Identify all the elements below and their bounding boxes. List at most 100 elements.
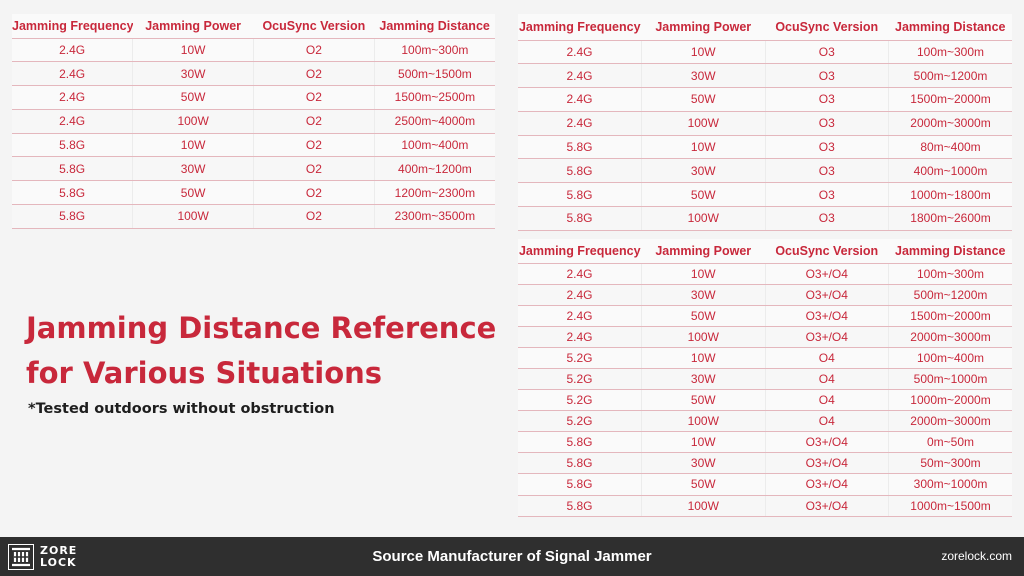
table-row: 5.8G 100W O3+/O4 1000m~1500m	[518, 495, 1012, 517]
table-row: 5.2G 10W O4 100m~400m	[518, 347, 1012, 369]
cell-jamming-distance: 100m~300m	[373, 38, 495, 63]
cell-jamming-frequency: 5.8G	[12, 156, 133, 182]
cell-jamming-power: 50W	[132, 85, 254, 110]
cell-jamming-power: 30W	[641, 452, 765, 475]
header-ocusync-version: OcuSync Version	[253, 14, 375, 39]
table-row: 5.8G 50W O3+/O4 300m~1000m	[518, 473, 1012, 496]
cell-jamming-distance: 80m~400m	[888, 135, 1012, 160]
table-o3: Jamming Frequency Jamming Power OcuSync …	[518, 14, 1012, 231]
header-jamming-power: Jamming Power	[641, 14, 765, 41]
cell-jamming-distance: 100m~400m	[888, 347, 1012, 369]
cell-jamming-power: 10W	[132, 133, 254, 158]
logo-line-1: ZORE	[40, 544, 78, 557]
logo-line-2: LOCK	[40, 556, 77, 569]
cell-ocusync-version: O3	[764, 182, 889, 208]
cell-ocusync-version: O2	[253, 133, 375, 158]
cell-jamming-frequency: 2.4G	[518, 305, 642, 327]
cell-jamming-power: 10W	[132, 38, 254, 63]
cell-jamming-power: 100W	[641, 206, 765, 231]
cell-ocusync-version: O2	[253, 85, 375, 110]
cell-jamming-distance: 2000m~3000m	[888, 410, 1012, 433]
table-row: 2.4G 10W O3+/O4 100m~300m	[518, 263, 1012, 285]
page-title: Jamming Distance Reference for Various S…	[26, 306, 496, 396]
cell-jamming-power: 50W	[641, 473, 765, 496]
cell-ocusync-version: O2	[253, 38, 375, 63]
footer-website-link[interactable]: zorelock.com	[941, 549, 1012, 563]
header-jamming-power: Jamming Power	[641, 239, 765, 264]
cell-jamming-power: 100W	[641, 495, 765, 517]
footer-title: Source Manufacturer of Signal Jammer	[372, 548, 652, 565]
table-header-row: Jamming Frequency Jamming Power OcuSync …	[518, 14, 1012, 41]
cell-jamming-power: 30W	[641, 284, 765, 306]
cell-jamming-distance: 1500m~2500m	[373, 85, 495, 110]
header-ocusync-version: OcuSync Version	[765, 239, 889, 264]
cell-jamming-frequency: 5.8G	[518, 182, 642, 208]
table-o4: Jamming Frequency Jamming Power OcuSync …	[518, 239, 1012, 517]
cell-jamming-distance: 300m~1000m	[888, 473, 1012, 496]
cell-ocusync-version: O3	[764, 63, 889, 89]
cell-jamming-frequency: 2.4G	[12, 61, 133, 87]
table-row: 5.8G 50W O2 1200m~2300m	[12, 180, 495, 206]
cell-ocusync-version: O4	[764, 410, 889, 433]
cell-ocusync-version: O3+/O4	[764, 495, 889, 517]
table-row: 2.4G 100W O3+/O4 2000m~3000m	[518, 326, 1012, 348]
cell-jamming-power: 100W	[641, 410, 765, 433]
cell-jamming-power: 10W	[641, 40, 765, 65]
cell-jamming-distance: 500m~1500m	[373, 61, 495, 87]
cell-jamming-distance: 100m~300m	[888, 263, 1012, 285]
table-row: 5.8G 10W O2 100m~400m	[12, 133, 495, 158]
cell-ocusync-version: O2	[253, 180, 375, 206]
cell-jamming-distance: 500m~1200m	[888, 63, 1012, 89]
cell-jamming-power: 30W	[641, 368, 765, 391]
table-row: 5.2G 100W O4 2000m~3000m	[518, 410, 1012, 433]
cell-jamming-frequency: 5.8G	[518, 452, 642, 475]
table-row: 5.8G 10W O3+/O4 0m~50m	[518, 431, 1012, 454]
cell-ocusync-version: O3+/O4	[764, 452, 889, 475]
cell-jamming-distance: 1800m~2600m	[888, 206, 1012, 231]
cell-jamming-power: 30W	[641, 158, 765, 184]
cell-ocusync-version: O3	[764, 206, 889, 231]
cell-jamming-frequency: 5.8G	[12, 133, 133, 158]
cell-jamming-frequency: 2.4G	[518, 326, 642, 348]
table-row: 2.4G 30W O2 500m~1500m	[12, 61, 495, 87]
cell-ocusync-version: O4	[764, 347, 889, 369]
cell-jamming-distance: 100m~300m	[888, 40, 1012, 65]
table-row: 5.8G 30W O2 400m~1200m	[12, 156, 495, 182]
cell-jamming-distance: 1000m~2000m	[888, 389, 1012, 412]
cell-ocusync-version: O3+/O4	[764, 284, 889, 306]
cell-ocusync-version: O3	[764, 111, 889, 136]
cell-jamming-distance: 500m~1000m	[888, 368, 1012, 391]
logo-wordmark: ZORE LOCK	[40, 545, 77, 569]
cell-jamming-frequency: 5.2G	[518, 410, 642, 433]
cell-ocusync-version: O2	[253, 204, 375, 229]
cell-ocusync-version: O3+/O4	[764, 473, 889, 496]
cell-jamming-power: 10W	[641, 431, 765, 454]
header-jamming-distance: Jamming Distance	[888, 14, 1012, 41]
cell-jamming-frequency: 5.2G	[518, 368, 642, 391]
cell-jamming-frequency: 5.8G	[518, 206, 642, 231]
cell-ocusync-version: O2	[253, 109, 375, 134]
cell-jamming-frequency: 2.4G	[518, 87, 642, 112]
cell-jamming-power: 10W	[641, 263, 765, 285]
cell-jamming-frequency: 2.4G	[518, 111, 642, 136]
cell-jamming-power: 100W	[641, 326, 765, 348]
cell-jamming-frequency: 2.4G	[12, 109, 133, 134]
cell-jamming-distance: 1000m~1800m	[888, 182, 1012, 208]
header-jamming-power: Jamming Power	[132, 14, 254, 39]
table-header-row: Jamming Frequency Jamming Power OcuSync …	[12, 14, 495, 39]
cell-jamming-distance: 2500m~4000m	[373, 109, 495, 134]
table-row: 5.8G 100W O2 2300m~3500m	[12, 204, 495, 229]
cell-jamming-frequency: 5.8G	[518, 431, 642, 454]
cell-ocusync-version: O4	[764, 368, 889, 391]
header-ocusync-version: OcuSync Version	[765, 14, 889, 41]
table-row: 5.8G 30W O3 400m~1000m	[518, 158, 1012, 184]
zorelock-logo[interactable]: ZORE LOCK	[8, 543, 88, 571]
page-title-line-1: Jamming Distance Reference	[26, 311, 497, 345]
cell-jamming-distance: 2000m~3000m	[888, 111, 1012, 136]
page-title-line-2: for Various Situations	[26, 356, 383, 390]
cell-ocusync-version: O2	[253, 61, 375, 87]
header-jamming-frequency: Jamming Frequency	[12, 14, 133, 39]
cell-jamming-frequency: 2.4G	[518, 284, 642, 306]
table-row: 5.8G 50W O3 1000m~1800m	[518, 182, 1012, 208]
cell-jamming-power: 100W	[641, 111, 765, 136]
